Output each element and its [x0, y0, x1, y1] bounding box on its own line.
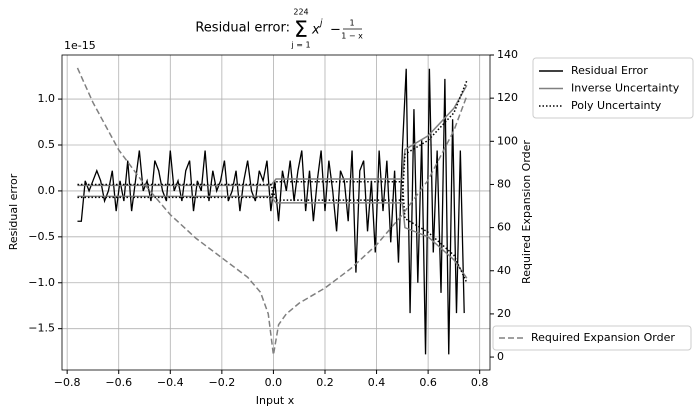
y2-tick-label: 80: [497, 177, 511, 190]
y-tick-label: −0.5: [28, 230, 55, 243]
title-sum-upper: 224: [293, 8, 308, 17]
series-line: [77, 84, 468, 187]
x-tick-label: −0.6: [105, 376, 132, 389]
title-numerator: 1: [349, 19, 354, 28]
y-tick-label: −1.5: [28, 322, 55, 335]
title-operator: −: [330, 23, 341, 38]
y2-tick-label: 40: [497, 264, 511, 277]
x-tick-label: −0.2: [208, 376, 235, 389]
y2-tick-label: 0: [497, 350, 504, 363]
legend-label: Residual Error: [571, 64, 648, 77]
legend-box: [492, 325, 692, 351]
y2-tick-label: 60: [497, 221, 511, 234]
y2-tick-label: 120: [497, 91, 518, 104]
x-tick-label: 0.0: [265, 376, 283, 389]
y-tick-label: −1.0: [28, 276, 55, 289]
title-exponent: j: [318, 19, 323, 29]
y2-tick-label: 140: [497, 48, 518, 61]
title-base: x: [311, 23, 320, 38]
title-prefix: Residual error:: [195, 21, 290, 36]
x-tick-label: −0.4: [157, 376, 184, 389]
x-tick-label: 0.6: [419, 376, 437, 389]
title-sum-lower: j = 1: [290, 41, 310, 50]
x-tick-label: 0.4: [368, 376, 386, 389]
legend-box: [532, 57, 694, 119]
series-line: [76, 67, 468, 356]
x-axis-label: Input x: [256, 394, 295, 407]
y-tick-label: 0.5: [38, 138, 56, 151]
x-tick-label: 0.8: [471, 376, 489, 389]
legend-label: Required Expansion Order: [531, 331, 675, 344]
x-tick-label: −0.8: [54, 376, 81, 389]
title-symbol: Σ: [294, 18, 308, 43]
plot-frame: [61, 54, 491, 371]
series-line: [77, 195, 468, 279]
chart-title: Residual error: Σ 224 j = 1 x j − 1 1 − …: [195, 8, 363, 50]
y-offset-label: 1e-15: [64, 39, 96, 52]
y2-tick-label: 20: [497, 307, 511, 320]
x-tick-label: 0.2: [316, 376, 334, 389]
y2-axis-label: Required Expansion Order: [520, 140, 533, 284]
legend-label: Poly Uncertainty: [571, 99, 662, 112]
y-tick-label: 0.0: [38, 184, 56, 197]
legend-label: Inverse Uncertainty: [571, 82, 680, 95]
y-tick-label: 1.0: [38, 92, 56, 105]
y2-tick-label: 100: [497, 134, 518, 147]
series-line: [77, 68, 465, 355]
title-denominator: 1 − x: [341, 32, 363, 41]
y-axis-label: Residual error: [7, 173, 20, 250]
